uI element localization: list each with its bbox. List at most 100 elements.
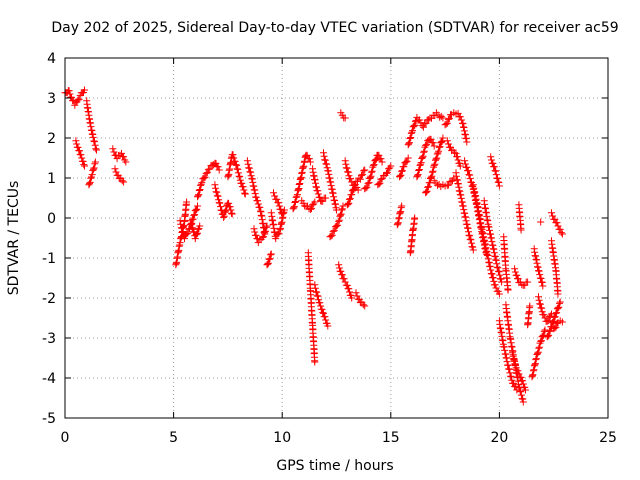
data-point xyxy=(494,175,501,182)
data-point xyxy=(359,171,367,179)
data-point xyxy=(339,202,347,210)
data-point xyxy=(435,143,443,151)
data-point xyxy=(185,225,193,233)
data-point xyxy=(264,260,272,268)
y-tick-labels: -5 -4 -3 -2 -1 0 1 2 3 4 xyxy=(42,51,56,427)
data-point xyxy=(228,209,235,217)
data-point xyxy=(508,376,516,384)
data-point xyxy=(378,175,386,183)
data-point xyxy=(187,217,195,225)
data-point xyxy=(532,355,540,363)
data-point xyxy=(517,226,525,234)
data-point xyxy=(453,153,461,161)
data-point xyxy=(244,160,252,168)
data-point xyxy=(234,169,242,177)
data-point xyxy=(251,228,259,236)
data-point xyxy=(359,301,367,309)
data-point xyxy=(221,207,229,215)
data-point xyxy=(511,268,519,276)
data-point xyxy=(424,183,432,191)
data-point xyxy=(227,206,235,214)
data-point xyxy=(206,165,214,173)
data-point xyxy=(320,149,327,157)
data-point xyxy=(435,147,443,155)
data-point xyxy=(464,167,472,175)
data-point xyxy=(432,155,440,163)
y-tick-label: 4 xyxy=(47,51,56,67)
data-point xyxy=(495,182,503,190)
data-point xyxy=(549,318,557,326)
data-point xyxy=(420,148,428,156)
data-point xyxy=(419,123,427,131)
data-point xyxy=(311,281,319,289)
data-point xyxy=(422,119,430,127)
data-point xyxy=(488,270,496,278)
data-point xyxy=(535,293,542,301)
data-point xyxy=(507,339,515,347)
data-point xyxy=(212,184,219,192)
data-point xyxy=(232,161,240,169)
data-point xyxy=(247,172,255,180)
data-point xyxy=(452,149,460,157)
data-point xyxy=(350,185,358,193)
data-point xyxy=(345,172,353,180)
data-point xyxy=(263,261,271,269)
data-point xyxy=(327,232,335,240)
data-point xyxy=(363,183,371,191)
data-point xyxy=(511,265,519,273)
data-point xyxy=(433,154,441,162)
data-point xyxy=(240,186,248,194)
data-point xyxy=(425,116,433,124)
data-point xyxy=(320,152,328,160)
data-point xyxy=(494,264,502,272)
data-point xyxy=(543,333,551,341)
data-point xyxy=(431,160,439,168)
data-point xyxy=(213,188,221,196)
data-point xyxy=(228,210,236,218)
data-point xyxy=(522,386,529,394)
data-point xyxy=(342,160,350,168)
data-point xyxy=(113,155,121,163)
data-point xyxy=(396,172,404,180)
data-point xyxy=(553,305,561,313)
data-point xyxy=(534,349,542,357)
data-point xyxy=(442,120,450,128)
data-point xyxy=(365,179,373,187)
data-point xyxy=(335,264,343,272)
y-tick-label: 3 xyxy=(47,91,56,107)
data-point xyxy=(405,139,413,147)
data-point xyxy=(554,290,562,298)
data-point xyxy=(383,169,390,177)
data-point xyxy=(191,211,199,219)
data-point xyxy=(554,304,562,312)
axis-ticks xyxy=(64,57,609,419)
data-point xyxy=(314,187,322,195)
data-point xyxy=(377,155,385,163)
data-point xyxy=(507,373,515,381)
data-point xyxy=(545,327,553,335)
data-point xyxy=(90,165,97,173)
data-point xyxy=(400,163,408,171)
data-point xyxy=(348,294,356,302)
data-point xyxy=(534,348,542,356)
data-point xyxy=(352,289,360,297)
data-point xyxy=(230,154,238,162)
data-point xyxy=(193,205,201,213)
data-point xyxy=(321,313,329,321)
data-point xyxy=(75,95,83,103)
data-point xyxy=(415,166,423,173)
data-point xyxy=(510,356,518,364)
data-point xyxy=(429,167,437,175)
data-point xyxy=(341,157,349,165)
data-point xyxy=(423,141,431,149)
data-point xyxy=(66,90,74,98)
data-point xyxy=(437,139,445,147)
data-point xyxy=(176,217,184,225)
data-point xyxy=(358,171,365,179)
data-point xyxy=(397,171,405,179)
data-point xyxy=(278,210,286,218)
data-point xyxy=(558,318,566,326)
data-point xyxy=(214,163,222,171)
data-point xyxy=(266,255,274,263)
data-point xyxy=(541,326,549,334)
